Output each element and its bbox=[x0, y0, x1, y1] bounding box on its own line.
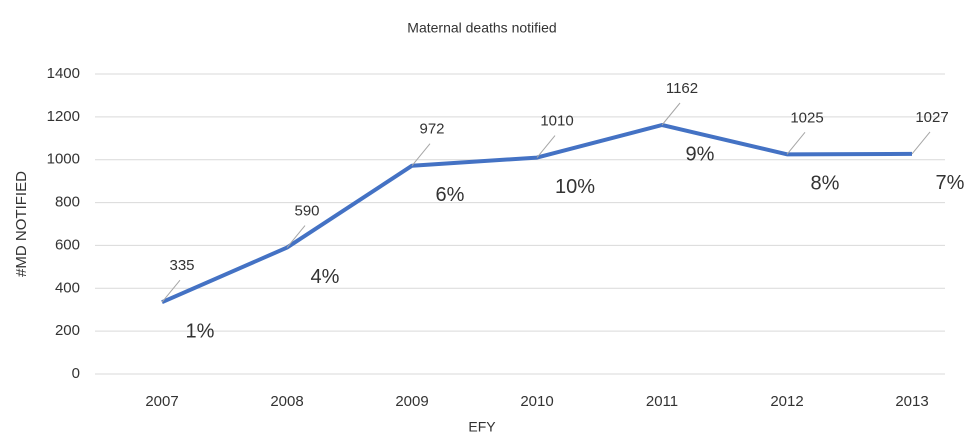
data-label: 590 bbox=[294, 203, 319, 220]
y-axis-label: #MD NOTIFIED bbox=[13, 171, 30, 277]
leader-line bbox=[661, 102, 681, 126]
leader-line bbox=[411, 143, 431, 167]
x-tick-label: 2009 bbox=[395, 393, 428, 410]
y-tick-label: 1200 bbox=[47, 108, 80, 125]
annotation: 4% bbox=[311, 266, 340, 288]
x-tick-label: 2008 bbox=[270, 393, 303, 410]
data-label: 1162 bbox=[666, 80, 698, 97]
data-line bbox=[161, 123, 913, 305]
x-tick-label: 2010 bbox=[520, 393, 553, 410]
leader-line bbox=[286, 225, 306, 248]
annotation: 10% bbox=[555, 176, 595, 198]
y-tick-label: 800 bbox=[55, 194, 80, 211]
leader-line bbox=[536, 135, 556, 158]
annotation: 9% bbox=[686, 143, 715, 165]
data-label: 1025 bbox=[790, 109, 823, 126]
annotation: 1% bbox=[186, 320, 215, 342]
data-label: 1027 bbox=[915, 109, 948, 126]
x-axis-label: EFY bbox=[468, 419, 496, 435]
x-tick-label: 2012 bbox=[770, 393, 803, 410]
x-tick-label: 2007 bbox=[145, 393, 178, 410]
data-label: 972 bbox=[419, 121, 444, 138]
y-tick-label: 1400 bbox=[47, 65, 80, 82]
y-tick-label: 1000 bbox=[47, 151, 80, 168]
leader-line bbox=[911, 131, 931, 155]
annotation: 8% bbox=[811, 173, 840, 195]
y-tick-label: 200 bbox=[55, 322, 80, 339]
chart-title: Maternal deaths notified bbox=[407, 20, 556, 36]
y-tick-label: 400 bbox=[55, 279, 80, 296]
leader-line bbox=[161, 279, 181, 303]
annotation: 7% bbox=[936, 172, 964, 194]
data-label: 1010 bbox=[540, 113, 573, 130]
y-tick-label: 0 bbox=[72, 365, 80, 382]
x-tick-label: 2011 bbox=[646, 393, 678, 410]
data-label: 335 bbox=[169, 257, 194, 274]
leader-line bbox=[786, 132, 806, 155]
x-tick-label: 2013 bbox=[895, 393, 928, 410]
y-tick-label: 600 bbox=[55, 236, 80, 253]
annotation: 6% bbox=[436, 184, 465, 206]
